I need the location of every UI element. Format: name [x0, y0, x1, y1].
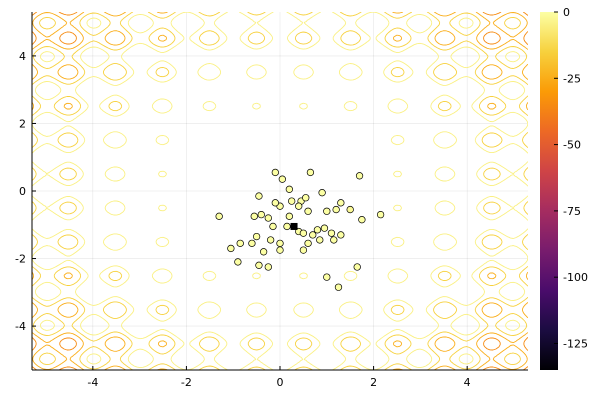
scatter-point [248, 239, 256, 247]
scatter-point [304, 239, 312, 247]
scatter-point [278, 175, 286, 183]
x-tick-label: 2 [370, 376, 377, 389]
colorbar-tick-label: -125 [563, 337, 588, 350]
y-tick-label: 4 [19, 50, 26, 63]
plot-area-background [32, 12, 528, 370]
scatter-point [376, 210, 385, 219]
scatter-point [264, 214, 272, 222]
scatter-point [323, 207, 331, 215]
y-tick-label: -2 [15, 253, 26, 266]
y-tick-label: 2 [19, 117, 26, 130]
colorbar-tick-label: -100 [563, 271, 588, 284]
scatter-point [313, 226, 322, 234]
contour-level-neg25 [32, 12, 528, 370]
colorbar: 0 -25 -50 -75 -100 -125 [540, 6, 588, 370]
x-tick-label: 0 [277, 376, 284, 389]
scatter-point [334, 283, 343, 291]
y-axis-ticks: -4 -2 0 2 4 [15, 50, 36, 333]
scatter-point [304, 207, 312, 215]
contour-level-neg35 [32, 12, 528, 370]
colorbar-tick-label: -50 [563, 139, 581, 152]
scatter-point [306, 168, 315, 177]
scatter-point [276, 239, 284, 247]
grid-lines [32, 12, 528, 370]
scatter-point [337, 199, 345, 207]
scatter-point [299, 229, 308, 237]
scatter-point [255, 261, 263, 269]
scatter-point [250, 212, 258, 220]
scatter-point [271, 168, 279, 177]
scatter-point [327, 229, 336, 237]
scatter-point [269, 222, 277, 231]
scatter-point [353, 263, 361, 271]
scatter-point [227, 244, 235, 253]
scatter-point [337, 231, 345, 239]
x-axis-ticks: -4 -2 0 2 4 [87, 366, 471, 389]
scatter-point [323, 273, 331, 281]
colorbar-bar [540, 12, 558, 370]
scatter-point [215, 212, 223, 220]
scatter-point [288, 197, 296, 205]
contour-lines [32, 12, 528, 370]
y-tick-label: 0 [19, 185, 26, 198]
colorbar-tick-label: -25 [563, 72, 581, 85]
y-tick-label: -4 [15, 320, 26, 333]
scatter-point [346, 205, 354, 214]
scatter-point [276, 246, 284, 254]
scatter-point [259, 248, 268, 256]
scatter-point [257, 210, 265, 219]
x-tick-label: 4 [464, 376, 471, 389]
scatter-point [283, 222, 291, 231]
scatter-point [299, 246, 308, 254]
scatter-point [234, 258, 242, 266]
scatter-point [295, 202, 303, 210]
scatter-point [302, 194, 310, 202]
scatter-point [318, 189, 326, 197]
scatter-point [358, 216, 366, 224]
scatter-point [355, 172, 364, 180]
scatter-point [320, 224, 329, 232]
scatter-point [316, 236, 324, 244]
scatter-point [330, 236, 338, 244]
x-tick-label: -4 [87, 376, 98, 389]
scatter-point [255, 192, 263, 200]
scatter-point [236, 239, 244, 247]
contour-level-neg15 [32, 12, 528, 370]
colorbar-tick-label: 0 [563, 6, 570, 19]
scatter-point [309, 231, 317, 239]
scatter-point [264, 263, 272, 271]
scatter-points [215, 168, 385, 291]
contour-level-neg5 [32, 12, 528, 370]
best-point-marker [290, 222, 298, 230]
scatter-point [266, 236, 275, 244]
scatter-point [332, 205, 340, 214]
scatter-point [285, 185, 294, 193]
scatter-point [285, 212, 294, 220]
x-tick-label: -2 [181, 376, 192, 389]
colorbar-tick-label: -75 [563, 205, 581, 218]
scatter-point [252, 232, 261, 241]
scatter-point [271, 199, 279, 207]
